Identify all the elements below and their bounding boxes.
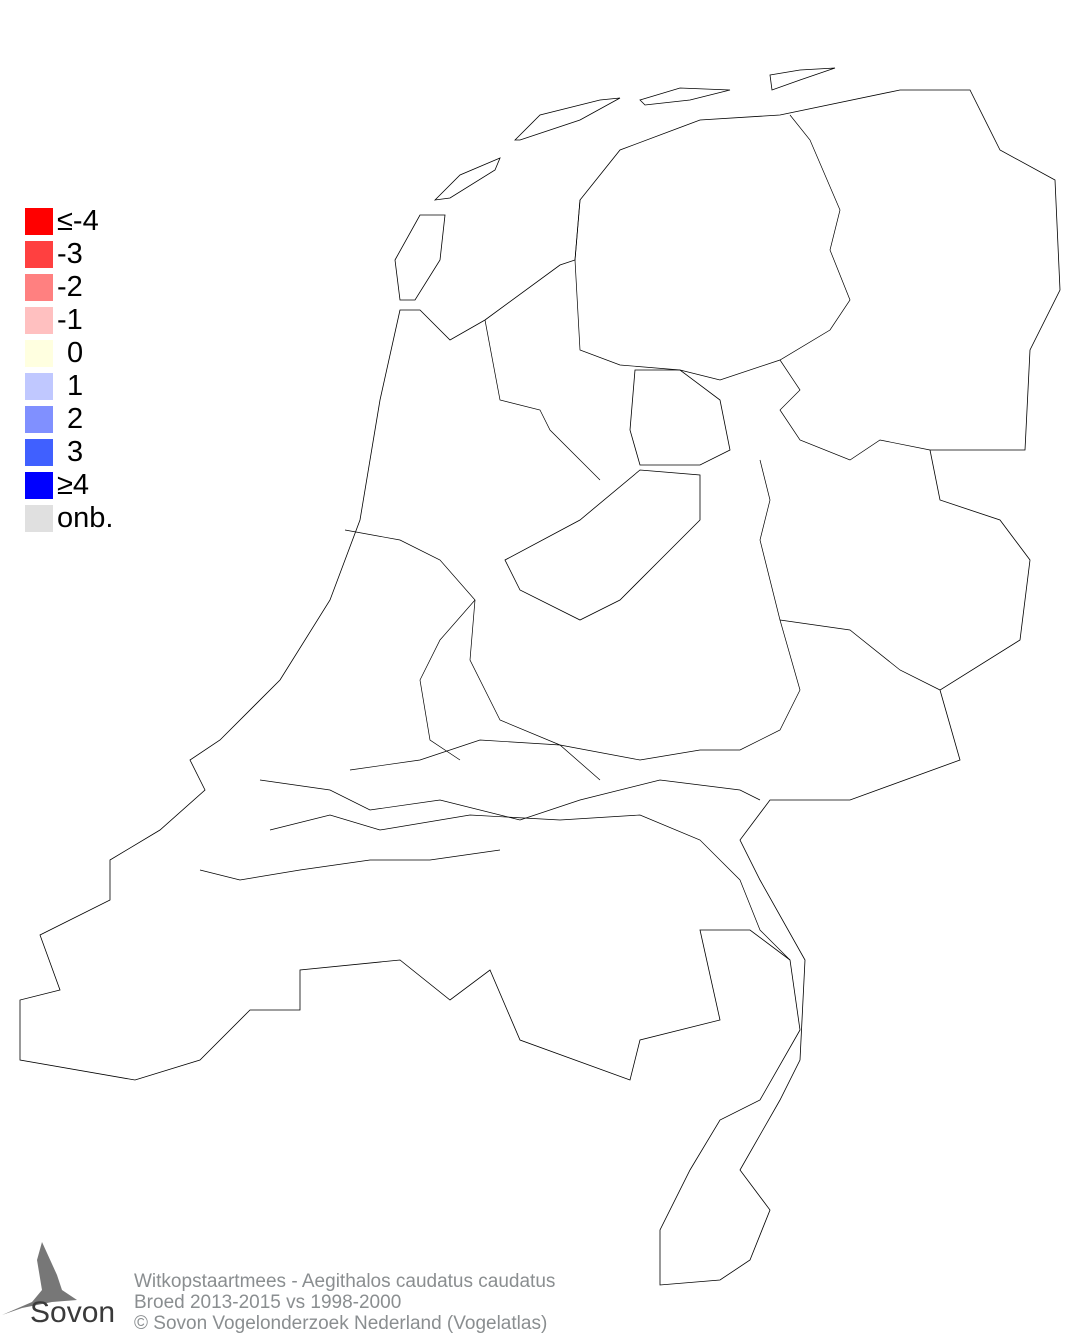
legend-label: 1 <box>67 370 84 402</box>
legend-item: 0 <box>25 337 113 370</box>
legend-label: ≥4 <box>57 469 90 501</box>
legend-swatch <box>25 472 53 499</box>
map-caption: Witkopstaartmees - Aegithalos caudatus c… <box>134 1271 555 1334</box>
legend-label: onb. <box>57 502 114 534</box>
legend-item: -1 <box>25 304 113 337</box>
legend-item: onb. <box>25 502 113 535</box>
legend-item: 3 <box>25 436 113 469</box>
river-border <box>269 814 791 961</box>
province-border <box>779 619 941 691</box>
legend-item: ≥4 <box>25 469 113 502</box>
legend-label: -3 <box>57 238 83 270</box>
province-border <box>484 319 601 481</box>
mainland-outline <box>19 89 1061 1286</box>
legend-item: -2 <box>25 271 113 304</box>
legend-label: 3 <box>67 436 84 468</box>
legend-label: ≤-4 <box>57 205 99 237</box>
legend-swatch <box>25 208 53 235</box>
province-border <box>469 459 801 761</box>
legend-swatch <box>25 505 53 532</box>
legend-label: 2 <box>67 403 84 435</box>
schiermonnikoog-island <box>769 67 836 91</box>
legend-label: 0 <box>67 337 84 369</box>
species-title: Witkopstaartmees - Aegithalos caudatus c… <box>134 1271 556 1292</box>
texel-island <box>394 214 446 301</box>
legend-item: 2 <box>25 403 113 436</box>
sovon-logo-text: Sovon <box>30 1296 116 1329</box>
terschelling-island <box>514 97 621 141</box>
legend-item: -3 <box>25 238 113 271</box>
legend-item: ≤-4 <box>25 205 113 238</box>
legend-swatch <box>25 439 53 466</box>
ameland-island <box>639 87 731 106</box>
copyright: © Sovon Vogelonderzoek Nederland (Vogela… <box>134 1313 548 1334</box>
legend-item: 1 <box>25 370 113 403</box>
legend-label: -1 <box>57 304 83 336</box>
province-border <box>344 529 476 761</box>
legend-swatch <box>25 307 53 334</box>
province-border <box>199 849 501 881</box>
legend-label: -2 <box>57 271 83 303</box>
river-border <box>349 739 601 781</box>
legend-swatch <box>25 274 53 301</box>
vlieland-island <box>433 157 501 201</box>
swallow-icon <box>2 1242 77 1315</box>
legend: ≤-4 -3 -2 -1 0 1 2 3 ≥4 onb. <box>25 205 113 535</box>
legend-swatch <box>25 241 53 268</box>
province-border <box>779 359 931 461</box>
legend-swatch <box>25 406 53 433</box>
period-subtitle: Broed 2013-2015 vs 1998-2000 <box>134 1292 402 1313</box>
flevoland <box>504 469 701 621</box>
noordoostpolder <box>629 369 731 466</box>
legend-swatch <box>25 340 53 367</box>
legend-swatch <box>25 373 53 400</box>
river-border <box>259 779 761 821</box>
